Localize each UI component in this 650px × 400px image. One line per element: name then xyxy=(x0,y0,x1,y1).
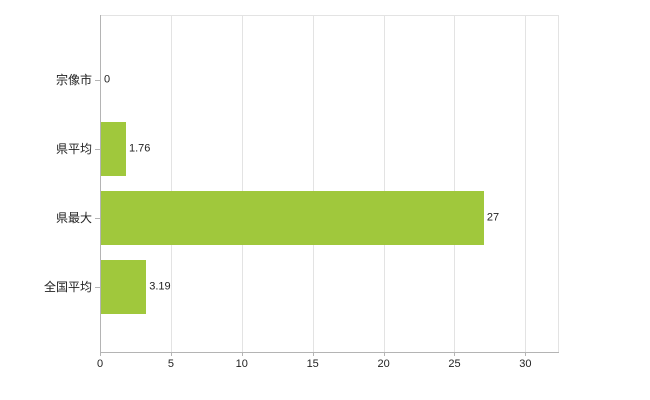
x-tick-mark-25 xyxy=(454,352,456,356)
x-tick-mark-20 xyxy=(383,352,385,356)
plot-area xyxy=(100,15,559,353)
y-tick-mark-0 xyxy=(95,79,100,81)
value-label-2: 27 xyxy=(486,211,500,224)
x-tick-label-25: 25 xyxy=(448,358,461,370)
bar-2 xyxy=(101,191,484,246)
x-tick-label-5: 5 xyxy=(167,358,174,370)
x-tick-mark-30 xyxy=(525,352,527,356)
x-tick-label-10: 10 xyxy=(235,358,248,370)
value-label-0: 0 xyxy=(104,73,111,86)
category-label-3: 全国平均 xyxy=(43,280,92,295)
y-tick-mark-3 xyxy=(95,287,100,289)
gridline-x-30 xyxy=(525,15,527,352)
value-label-3: 3.19 xyxy=(149,280,171,293)
x-tick-label-30: 30 xyxy=(519,358,532,370)
value-label-1: 1.76 xyxy=(128,142,151,155)
x-tick-label-0: 0 xyxy=(96,358,104,370)
x-tick-label-15: 15 xyxy=(306,358,319,370)
x-tick-label-20: 20 xyxy=(377,358,390,370)
gridline-x-15 xyxy=(312,15,314,352)
category-label-2: 県最大 xyxy=(55,211,92,226)
x-axis-line xyxy=(100,352,559,353)
gridline-x-5 xyxy=(170,15,172,352)
gridline-x-10 xyxy=(241,15,243,352)
gridline-x-25 xyxy=(454,15,456,352)
x-tick-mark-5 xyxy=(170,352,172,356)
category-label-1: 県平均 xyxy=(55,141,92,156)
y-tick-mark-1 xyxy=(95,148,100,150)
bar-3 xyxy=(101,260,147,315)
y-tick-mark-2 xyxy=(95,218,100,220)
category-label-0: 宗像市 xyxy=(55,72,92,87)
x-tick-mark-10 xyxy=(241,352,243,356)
y-axis-line xyxy=(100,15,101,352)
gridline-x-20 xyxy=(383,15,385,352)
x-tick-mark-0 xyxy=(100,352,101,356)
x-tick-mark-15 xyxy=(312,352,314,356)
bar-1 xyxy=(101,121,126,176)
